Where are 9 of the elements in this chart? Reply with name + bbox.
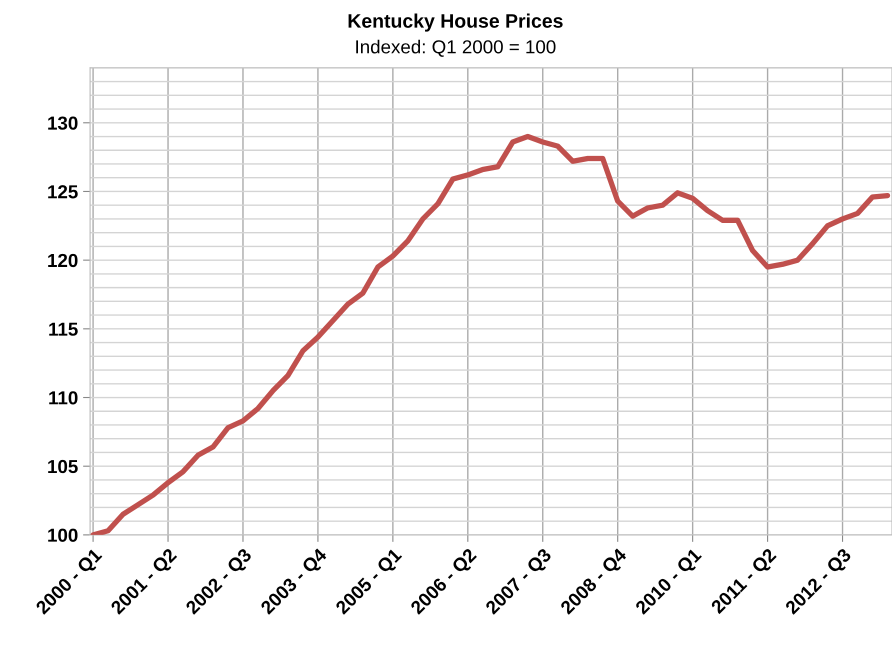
y-tick-label: 110 bbox=[49, 391, 78, 404]
y-tick-label: 120 bbox=[48, 254, 78, 268]
chart-subtitle: Indexed: Q1 2000 = 100 bbox=[356, 40, 556, 57]
y-tick-label: 125 bbox=[48, 185, 78, 198]
y-tick-label: 115 bbox=[49, 322, 78, 336]
y-tick-label: 130 bbox=[48, 116, 78, 130]
y-tick-label: 100 bbox=[48, 528, 78, 542]
chart-title: Kentucky House Prices bbox=[348, 14, 563, 32]
y-tick-label: 105 bbox=[48, 460, 78, 474]
